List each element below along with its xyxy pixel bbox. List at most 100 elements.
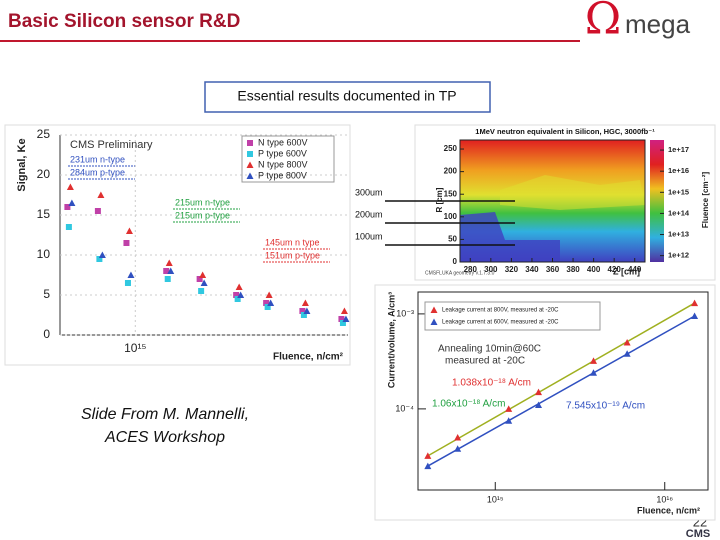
x-axis-label: Fluence, n/cm² <box>273 352 344 363</box>
annotation: 284um p-type <box>70 167 125 177</box>
y-tick-label: 0 <box>43 327 50 341</box>
data-point <box>303 307 311 314</box>
callout-text: Essential results documented in TP <box>237 88 456 104</box>
heatmap-region <box>500 175 645 210</box>
x-tick-label: 10¹⁵ <box>124 341 146 355</box>
data-point <box>342 315 350 322</box>
data-point <box>300 312 307 318</box>
x-tick-label: 280 <box>464 265 478 274</box>
legend-label: N type 800V <box>258 159 308 169</box>
data-point <box>424 452 432 459</box>
annotation: 215um n-type <box>175 197 230 207</box>
y-tick-label: 5 <box>43 287 50 301</box>
x-tick-label: 380 <box>566 265 580 274</box>
depth-label: 300um <box>355 187 383 197</box>
x-tick-label: 300 <box>484 265 498 274</box>
data-point <box>454 433 462 441</box>
x-axis-label: Fluence, n/cm² <box>637 505 700 515</box>
annotation: 7.545x10⁻¹⁹ A/cm <box>566 401 645 412</box>
data-point <box>299 308 306 314</box>
data-point <box>237 291 245 298</box>
data-point <box>125 227 133 234</box>
data-point <box>691 312 699 320</box>
data-point <box>234 296 241 302</box>
data-point <box>199 271 207 278</box>
y-tick-label: 10 <box>37 247 51 261</box>
y-tick-label: 0 <box>453 257 458 266</box>
heatmap-region <box>460 212 560 262</box>
y-tick-label: 10⁻³ <box>396 308 414 318</box>
x-tick-label: 340 <box>525 265 539 274</box>
x-tick-label: 400 <box>587 265 601 274</box>
data-point <box>301 299 309 306</box>
map-title: 1MeV neutron equivalent in Silicon, HGC,… <box>475 127 655 136</box>
credit-line: Slide From M. Mannelli, <box>81 406 249 423</box>
data-point <box>267 299 275 306</box>
data-point <box>265 291 273 298</box>
data-point <box>64 204 71 210</box>
legend-label: P type 800V <box>258 170 307 180</box>
y-tick-label: 20 <box>37 167 51 181</box>
data-point <box>124 280 131 286</box>
colorbar <box>650 140 664 262</box>
logo-text: mega <box>625 9 691 39</box>
legend-swatch <box>247 151 253 157</box>
annotation: CMS Preliminary <box>70 139 153 151</box>
data-point <box>233 292 240 298</box>
annotation: 1.06x10⁻¹⁸ A/cm <box>432 399 505 410</box>
data-point <box>196 276 203 282</box>
data-point <box>340 307 348 314</box>
data-point <box>68 199 76 206</box>
y-tick-label: 200 <box>444 167 458 176</box>
y-tick-label: 10⁻⁴ <box>395 403 414 413</box>
y-axis-label: Signal, Ke <box>16 138 28 191</box>
annotation: 215um p-type <box>175 210 230 220</box>
depth-label: 200um <box>355 209 383 219</box>
map-footer: CMSFLUKA geometry v.1.7.3.0 <box>425 270 495 276</box>
data-point <box>198 288 205 294</box>
colorbar-label: Fluence [cm⁻²] <box>701 172 710 229</box>
colorbar-tick-label: 1e+16 <box>668 166 689 175</box>
data-point <box>66 183 74 190</box>
legend-label: P type 600V <box>258 148 307 158</box>
x-tick-label: 420 <box>607 265 621 274</box>
data-point <box>96 256 103 262</box>
depth-label: 100um <box>355 231 383 241</box>
legend-swatch <box>430 318 438 325</box>
annotation: 151um p-type <box>265 250 320 260</box>
legend-swatch <box>247 140 253 146</box>
data-point <box>454 445 462 452</box>
data-point <box>165 259 173 266</box>
data-point <box>535 401 543 408</box>
data-point <box>65 224 72 230</box>
annotation: 145um n type <box>265 237 320 247</box>
legend-box <box>424 301 601 331</box>
fit-line <box>427 315 695 467</box>
legend-swatch <box>430 306 438 313</box>
plot-axes <box>417 291 709 491</box>
data-point <box>163 268 170 274</box>
legend-label: Leakage current at 800V, measured at -20… <box>442 308 559 314</box>
x-tick-label: 440 <box>628 265 642 274</box>
colorbar-tick-label: 1e+17 <box>668 145 689 154</box>
y-tick-label: 15 <box>37 207 51 221</box>
x-tick-label: 10¹⁵ <box>487 494 504 504</box>
data-point <box>590 369 598 376</box>
data-point <box>263 300 270 306</box>
legend-label: N type 600V <box>258 137 308 147</box>
callout-box <box>204 81 491 113</box>
data-point <box>164 276 171 282</box>
colorbar-tick-label: 1e+12 <box>668 251 689 260</box>
y-tick-label: 250 <box>444 144 458 153</box>
data-point <box>97 191 105 198</box>
x-axis-label: Z [cm] <box>613 266 640 276</box>
data-point <box>264 304 271 310</box>
legend-swatch <box>246 172 254 179</box>
data-point <box>424 462 432 470</box>
data-point <box>623 350 631 357</box>
legend-label: Leakage current at 600V, measured at -20… <box>442 320 559 326</box>
x-tick-label: 360 <box>546 265 560 274</box>
data-point <box>505 417 513 424</box>
